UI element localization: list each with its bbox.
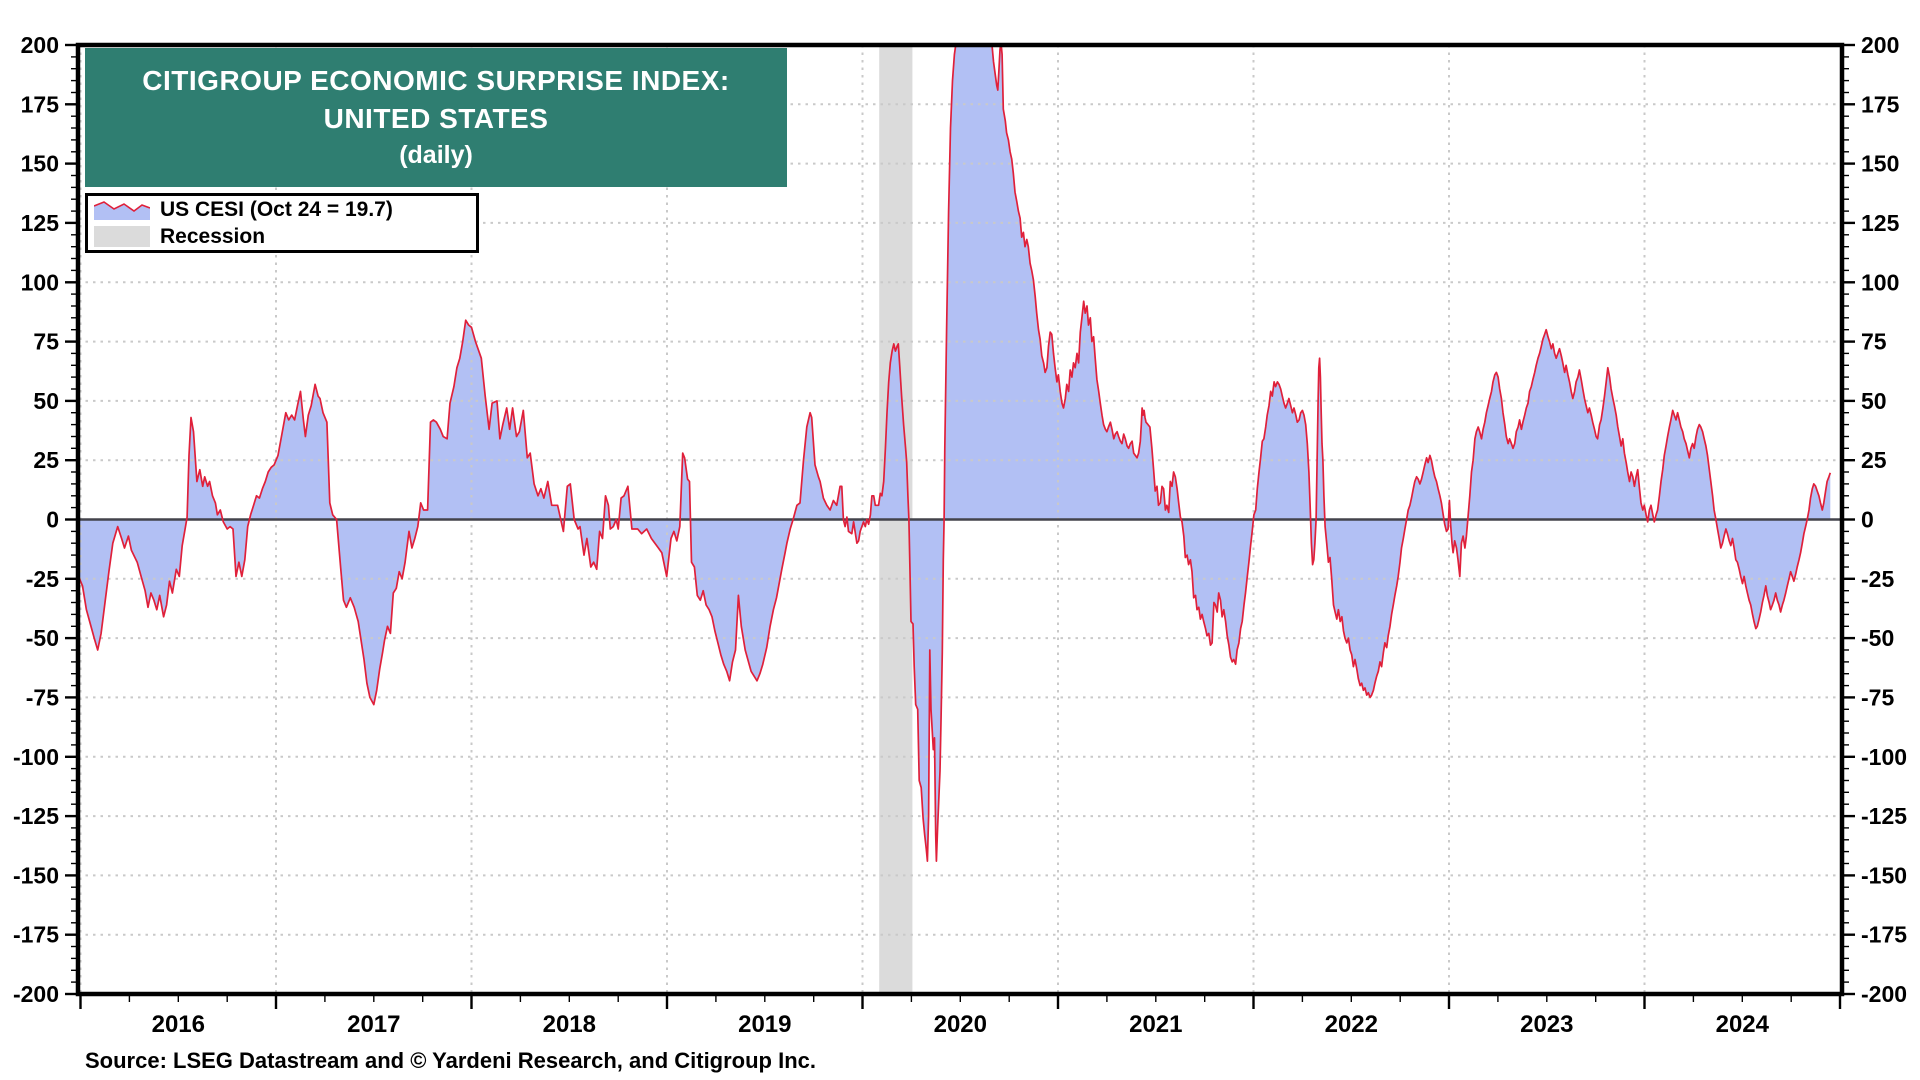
svg-text:2021: 2021 [1129,1011,1182,1038]
svg-text:-100: -100 [13,744,59,770]
svg-text:-200: -200 [13,981,59,1007]
series-swatch-icon [94,201,150,220]
svg-text:75: 75 [33,329,59,355]
svg-text:2022: 2022 [1325,1011,1378,1038]
y-axis-labels-right: -200 -175 -150 -125 -100 -75 -50 -25 0 25 50 75 100 1… [1861,32,1907,1007]
svg-text:-100: -100 [1861,744,1907,770]
svg-text:100: 100 [1861,269,1899,295]
y-axis-ticks [65,43,1855,996]
svg-text:175: 175 [21,91,60,117]
svg-text:2017: 2017 [347,1011,400,1038]
svg-text:-150: -150 [1861,862,1907,888]
svg-text:2019: 2019 [738,1011,791,1038]
svg-text:175: 175 [1861,91,1900,117]
svg-text:-75: -75 [26,684,59,710]
series-area [78,45,1831,862]
svg-text:25: 25 [1861,447,1887,473]
svg-text:2018: 2018 [543,1011,596,1038]
svg-text:-75: -75 [1861,684,1894,710]
svg-text:-50: -50 [26,625,59,651]
source-attribution: Source: LSEG Datastream and © Yardeni Re… [85,1048,817,1073]
series-line [78,45,1832,862]
svg-text:-125: -125 [1861,803,1907,829]
y-axis-labels-left: -200 -175 -150 -125 -100 -75 -50 -25 0 25 50 75 100 1… [13,32,59,1007]
svg-text:-50: -50 [1861,625,1894,651]
svg-text:125: 125 [21,210,60,236]
legend-row-recession: Recession [94,224,476,249]
svg-text:150: 150 [1861,151,1899,177]
x-axis-labels: 2016 2017 2018 2019 2020 2021 2022 2023 2024 [152,1011,1770,1038]
legend-series-label: US CESI (Oct 24 = 19.7) [160,197,393,221]
svg-text:-200: -200 [1861,981,1907,1007]
svg-text:0: 0 [1861,507,1874,533]
legend: US CESI (Oct 24 = 19.7) Recession [85,193,479,253]
svg-text:-125: -125 [13,803,59,829]
svg-text:2023: 2023 [1520,1011,1573,1038]
chart-title-line1: CITIGROUP ECONOMIC SURPRISE INDEX: [142,65,730,96]
recession-swatch-icon [94,226,150,247]
svg-text:-25: -25 [26,566,59,592]
svg-text:25: 25 [33,447,59,473]
chart-title-line2: UNITED STATES [323,103,549,134]
x-axis-ticks [79,994,1842,1009]
legend-row-series: US CESI (Oct 24 = 19.7) [94,197,476,222]
legend-recession-label: Recession [160,224,266,248]
svg-text:-25: -25 [1861,566,1894,592]
svg-text:2016: 2016 [152,1011,205,1038]
svg-text:2020: 2020 [934,1011,987,1038]
chart-title-box: CITIGROUP ECONOMIC SURPRISE INDEX: UNITE… [85,48,787,187]
svg-text:50: 50 [1861,388,1887,414]
svg-text:200: 200 [1861,32,1899,58]
chart-title-line3: (daily) [399,141,473,169]
svg-text:75: 75 [1861,329,1887,355]
svg-text:150: 150 [21,151,59,177]
svg-text:2024: 2024 [1716,1011,1770,1038]
svg-text:-175: -175 [13,922,59,948]
svg-text:125: 125 [1861,210,1900,236]
svg-text:-175: -175 [1861,922,1907,948]
svg-text:50: 50 [33,388,59,414]
svg-text:0: 0 [46,507,59,533]
svg-text:-150: -150 [13,862,59,888]
svg-text:100: 100 [21,269,59,295]
svg-text:200: 200 [21,32,59,58]
